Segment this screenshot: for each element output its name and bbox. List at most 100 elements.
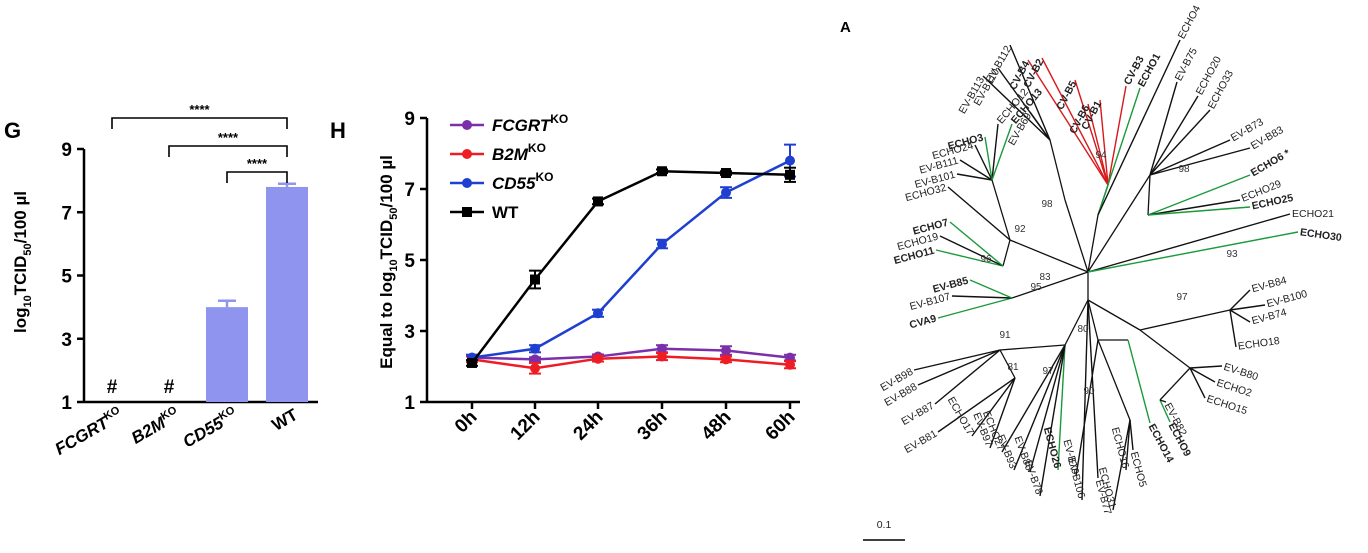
panel-h-legend-name: CD55 <box>492 174 536 193</box>
panel-h-x-tick-label: 12h <box>507 407 545 445</box>
panel-h-series-line <box>471 169 791 364</box>
panel-g-y-label: log10TCID50/100 µl <box>11 191 34 333</box>
panel-g-significance-bracket <box>168 145 288 157</box>
tree-leaf-branch <box>1149 95 1199 176</box>
panel-h-x-tick-label: 24h <box>570 407 608 445</box>
tree-internal-branch <box>991 179 1011 241</box>
tree-leaf-label: EV-B81 <box>902 428 939 456</box>
panel-h-data-point <box>593 196 603 207</box>
tree-leaf-branch <box>1129 419 1134 451</box>
panel-h-data-point <box>530 363 540 374</box>
tree-leaf-branch <box>1099 99 1109 186</box>
panel-g-bar <box>206 307 248 402</box>
tree-leaf-branch <box>1125 419 1131 471</box>
panel-h-data-point <box>530 274 540 285</box>
tree-leaf-branch <box>1001 344 1066 453</box>
tree-leaf-branch <box>956 173 993 181</box>
panel-a-letter: A <box>840 19 851 36</box>
tree-leaf-branch <box>1029 111 1051 141</box>
panel-h-legend-swatch-marker <box>462 120 472 130</box>
tree-leaf-label: ECHO18 <box>1237 335 1280 353</box>
tree-leaf-label: EV-B85 <box>932 275 970 296</box>
tree-leaf-branch <box>1087 103 1109 186</box>
panel-h-data-point <box>721 168 731 179</box>
tree-leaf-branch <box>1041 57 1109 186</box>
tree-leaf-branch <box>951 295 1013 299</box>
tree-leaf-branch <box>1027 59 1109 186</box>
panel-h-legend-label: CD55KO <box>492 170 553 193</box>
tree-leaf-branch <box>1013 344 1066 471</box>
panel-g-y-ticks: 1 3 5 7 9 <box>61 140 84 414</box>
panel-h-data-point <box>721 345 731 356</box>
tree-bootstrap-value: 96 <box>980 254 992 265</box>
tree-leaf-branch <box>1147 199 1241 216</box>
panel-h-data-point <box>530 343 540 354</box>
tree-leaf-branch <box>1147 174 1251 216</box>
tree-internal-branch <box>1087 299 1141 331</box>
panel-h-data-point <box>657 351 667 362</box>
panel-h-series-line <box>471 347 791 361</box>
tree-leaf-branch <box>947 186 1011 241</box>
tree-leaf-label: CVA9 <box>908 313 938 332</box>
tree-leaf-branch <box>1075 339 1099 477</box>
tree-leaf-branch <box>1159 399 1167 403</box>
tree-leaf-branch <box>1039 344 1066 497</box>
tree-leaf-label: ECHO5 <box>1128 450 1149 488</box>
panel-g-x-tick-label: CD55KO <box>179 404 241 452</box>
tree-leaf-branch <box>1097 39 1181 216</box>
panel-h-legend-swatch-marker <box>462 149 472 159</box>
panel-g-letter: G <box>4 118 21 143</box>
panel-g-x-tick-label: WT <box>269 405 302 435</box>
panel-h-x-ticks: 0h 12h 24h 36h 48h 60h <box>451 402 800 445</box>
tree-leaf-label: EV-B107 <box>908 291 951 313</box>
panel-h-data-point <box>467 357 477 368</box>
panel-h-legend-name: B2M <box>492 145 529 164</box>
tree-leaf-branch <box>991 123 999 181</box>
tree-bootstrap-value: 93 <box>1226 249 1238 260</box>
tree-bootstrap-value: 91 <box>999 330 1011 341</box>
panel-h-letter: H <box>330 118 346 143</box>
panel-h-data-point <box>657 239 667 250</box>
tree-bootstrap-value: 94 <box>1095 150 1107 161</box>
tree-leaf-branch <box>1087 299 1099 479</box>
tree-leaf-branch <box>935 249 1004 267</box>
tree-leaf-branch <box>971 377 1016 437</box>
tree-leaf-branch <box>1189 367 1216 383</box>
panel-g-significance-label: **** <box>247 156 268 171</box>
tree-internal-branch <box>1087 299 1099 341</box>
tree-bootstrap-value: 90 <box>1083 386 1095 397</box>
panel-h-data-point <box>721 354 731 365</box>
panel-g-y-tick-label: 5 <box>61 267 72 288</box>
panel-h-x-tick-label: 48h <box>698 407 736 445</box>
tree-leaf-branch <box>1097 87 1141 216</box>
tree-leaf-branch <box>1127 339 1151 424</box>
panel-h-legend-name: FCGRT <box>492 116 552 135</box>
panel-g-significance-label: **** <box>189 102 210 117</box>
panel-g-x-tick-base: WT <box>269 405 302 435</box>
panel-g-x-tick-label: B2MKO <box>128 404 184 448</box>
panel-h-legend-sup: KO <box>535 170 553 184</box>
tree-internal-branch <box>1097 339 1131 421</box>
panel-h-data-point <box>593 353 603 364</box>
tree-bootstrap-value: 80 <box>1077 324 1089 335</box>
tree-internal-branch <box>1064 299 1089 346</box>
panel-h-legend-swatch-marker <box>462 207 472 217</box>
panel-h-y-tick-label: 3 <box>404 322 415 343</box>
tree-leaf-branch <box>1087 213 1291 273</box>
panel-h-y-ticks: 1 3 5 7 9 <box>404 109 427 414</box>
tree-leaf-branch <box>1149 147 1251 176</box>
panel-h-data-point <box>593 308 603 319</box>
panel-h-legend-swatch-marker <box>462 178 472 188</box>
panel-h-data-point <box>657 343 667 354</box>
tree-leaf-label: ECHO30 <box>1299 226 1342 244</box>
tree-leaf-branch <box>913 349 1001 371</box>
tree-leaf-branch <box>1149 109 1211 176</box>
tree-leaf-branch <box>937 377 1016 433</box>
panel-g-below-detection-mark: # <box>164 377 175 398</box>
panel-h-y-label: Equal to log10TCID50/100 µl <box>377 155 400 369</box>
panel-g-significance-label: **** <box>218 130 239 145</box>
panel-g-bar <box>266 186 308 402</box>
